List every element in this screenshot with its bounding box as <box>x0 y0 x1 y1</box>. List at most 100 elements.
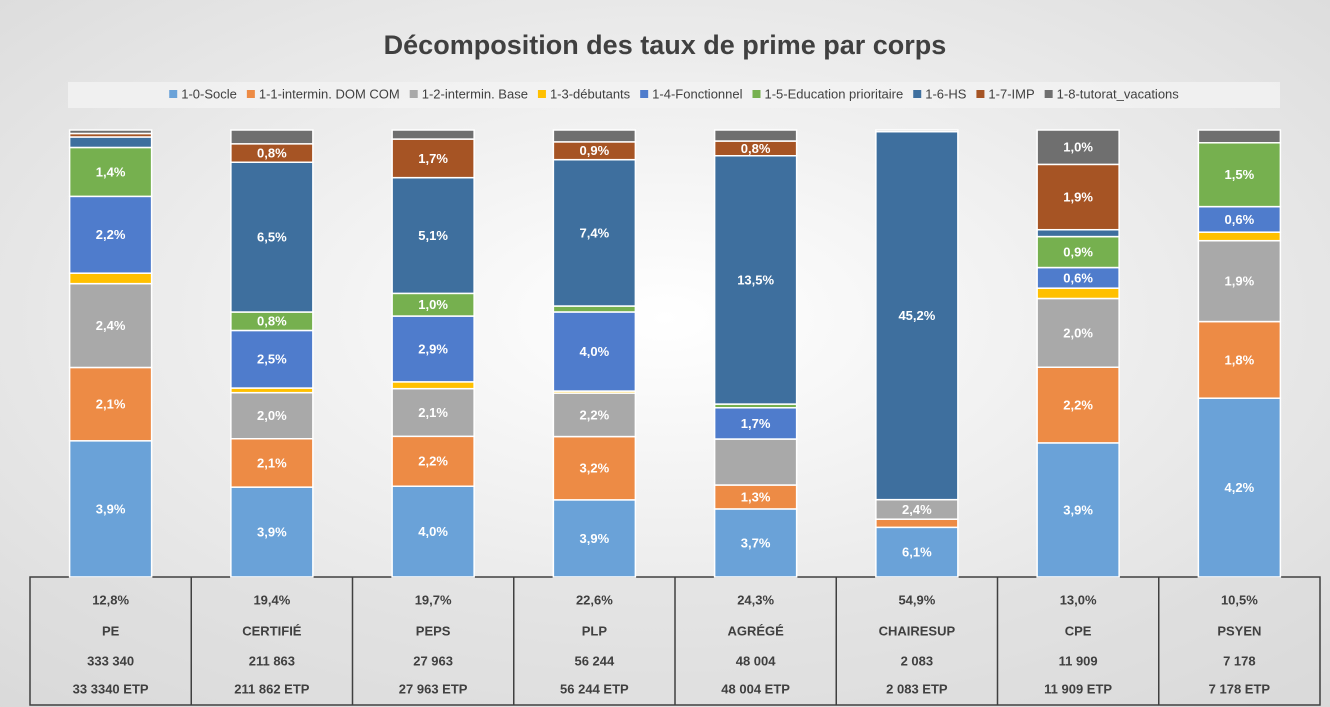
data-label: 2,4% <box>96 318 126 333</box>
x-tick-label: CERTIFIÉ <box>242 623 302 638</box>
table-count: 27 963 <box>413 653 453 668</box>
table-total: 19,4% <box>253 592 290 607</box>
data-label: 2,9% <box>418 341 448 356</box>
data-label: 0,6% <box>1063 270 1093 285</box>
table-total: 54,9% <box>898 592 935 607</box>
x-tick-label: AGRÉGÉ <box>727 623 784 638</box>
data-label: 4,0% <box>418 524 448 539</box>
bar-segment <box>391 435 475 487</box>
bar-segment <box>552 305 637 313</box>
bar-segment <box>875 518 959 529</box>
data-label: 2,1% <box>257 455 287 470</box>
legend-label: 1-7-IMP <box>988 86 1034 101</box>
bar-segment <box>1036 442 1120 578</box>
bar-segment <box>68 129 153 135</box>
chart-title: Décomposition des taux de prime par corp… <box>384 30 947 60</box>
data-label: 0,9% <box>1063 245 1093 260</box>
bar-segment <box>1197 239 1282 323</box>
table-total: 24,3% <box>737 592 774 607</box>
data-label: 1,9% <box>1225 274 1255 289</box>
bar-segment <box>391 138 475 179</box>
bar-segment <box>230 486 314 578</box>
bar-segment <box>875 526 959 578</box>
bar-segment <box>1036 366 1120 444</box>
legend-swatch <box>976 90 985 98</box>
bar-segment <box>1197 142 1282 208</box>
bar-segment <box>552 392 637 438</box>
bar-segment <box>391 381 475 390</box>
legend-label: 1-0-Socle <box>181 86 237 101</box>
x-tick-label: CPE <box>1065 623 1092 638</box>
data-label: 2,1% <box>418 405 448 420</box>
bar-segment <box>230 129 314 145</box>
data-label: 2,2% <box>1063 398 1093 413</box>
data-label: 3,9% <box>96 501 126 516</box>
data-label: 5,1% <box>418 228 448 243</box>
bar-segment <box>713 129 798 142</box>
legend-label: 1-8-tutorat_vacations <box>1057 86 1180 101</box>
data-label: 4,0% <box>580 344 610 359</box>
table-etp: 211 862 ETP <box>234 681 309 696</box>
data-label: 2,0% <box>1063 325 1093 340</box>
table-total: 10,5% <box>1221 592 1258 607</box>
bar-segment <box>68 146 153 198</box>
legend-label: 1-1-intermin. DOM COM <box>259 86 400 101</box>
bar-segment <box>68 440 153 578</box>
bar-segment <box>1036 297 1120 369</box>
table-etp: 56 244 ETP <box>560 681 629 696</box>
bar-segment <box>875 129 959 133</box>
legend-label: 1-3-débutants <box>550 86 631 101</box>
legend-label: 1-6-HS <box>925 86 967 101</box>
legend-swatch <box>537 90 546 98</box>
data-label: 0,8% <box>741 141 771 156</box>
table-etp: 48 004 ETP <box>721 681 790 696</box>
data-label: 0,8% <box>257 314 287 329</box>
data-label: 45,2% <box>898 308 935 323</box>
data-label: 6,5% <box>257 230 287 245</box>
data-label: 1,8% <box>1225 352 1255 367</box>
data-label: 2,0% <box>257 408 287 423</box>
bar-segment <box>713 508 798 578</box>
bar-segment <box>713 438 798 486</box>
bar-segment <box>1036 287 1120 300</box>
legend-swatch <box>409 90 418 98</box>
legend-box <box>68 82 1280 108</box>
data-label: 1,7% <box>741 416 771 431</box>
table-etp: 2 083 ETP <box>886 681 948 696</box>
legend: 1-0-Socle 1-1-intermin. DOM COM 1-2-interm… <box>169 86 1179 101</box>
bar-segment <box>391 176 475 295</box>
bar-segment <box>875 130 959 501</box>
data-label: 13,5% <box>737 272 774 287</box>
x-tick-label: CHAIRESUP <box>879 623 956 638</box>
table-count: 333 340 <box>87 653 134 668</box>
table-count: 11 909 <box>1059 653 1098 668</box>
data-label: 3,2% <box>580 461 610 476</box>
bar-segment <box>391 485 475 578</box>
x-tick-label: PEPS <box>416 623 451 638</box>
table-total: 12,8% <box>92 592 129 607</box>
data-label: 0,9% <box>580 143 610 158</box>
bar-segment <box>1197 397 1282 578</box>
table-count: 211 863 <box>249 653 295 668</box>
bar-segment <box>1036 228 1120 238</box>
data-label: 0,8% <box>257 145 287 160</box>
data-label: 2,5% <box>257 352 287 367</box>
legend-swatch <box>640 90 649 98</box>
bar-segment <box>68 366 153 442</box>
bar-segment <box>1197 231 1282 242</box>
data-label: 6,1% <box>902 545 932 560</box>
bar-segment <box>552 499 637 578</box>
data-label: 2,2% <box>96 227 126 242</box>
table-total: 13,0% <box>1060 592 1097 607</box>
data-label: 1,7% <box>418 151 448 166</box>
data-label: 1,0% <box>418 297 448 312</box>
legend-swatch <box>246 90 255 98</box>
data-label: 3,9% <box>257 525 287 540</box>
bar-segment <box>391 129 475 140</box>
x-tick-label: PE <box>102 623 120 638</box>
x-tick-label: PSYEN <box>1217 623 1261 638</box>
table-count: 2 083 <box>901 653 934 668</box>
bar-segment <box>391 315 475 383</box>
bar-segment <box>1036 129 1120 166</box>
legend-swatch <box>169 90 178 98</box>
